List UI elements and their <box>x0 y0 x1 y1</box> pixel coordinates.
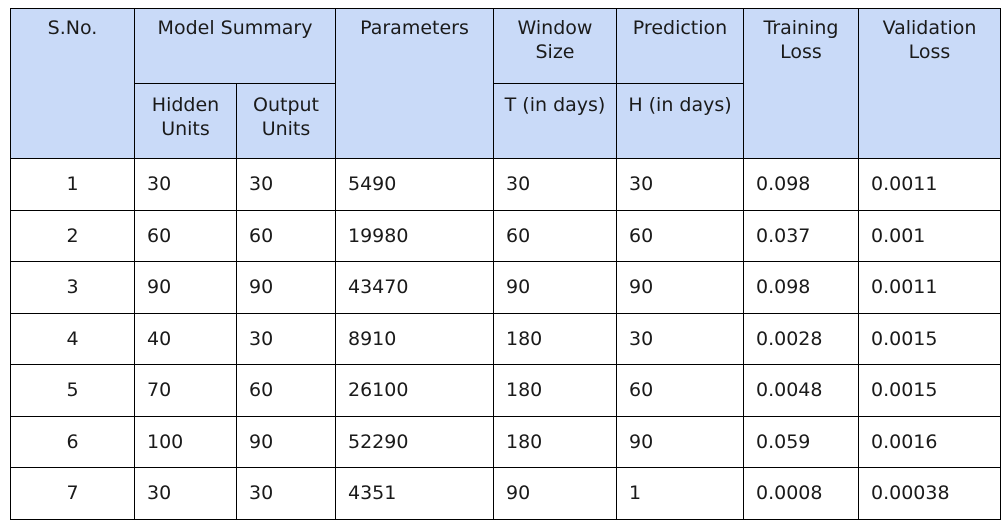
cell-t-days: 90 <box>493 261 617 314</box>
cell-hidden-units: 70 <box>134 364 237 417</box>
cell-t-days: 60 <box>493 209 617 262</box>
cell-output-units: 90 <box>236 261 336 314</box>
cell-validation-loss: 0.0011 <box>858 158 1001 211</box>
cell-hidden-units: 30 <box>134 158 237 211</box>
cell-sno: 5 <box>10 364 135 417</box>
cell-parameters: 5490 <box>335 158 494 211</box>
cell-sno: 3 <box>10 261 135 314</box>
header-prediction: Prediction <box>616 8 744 84</box>
cell-sno: 6 <box>10 415 135 468</box>
cell-parameters: 26100 <box>335 364 494 417</box>
results-table-container: S.No. Model Summary Parameters Window Si… <box>10 8 1001 520</box>
cell-training-loss: 0.098 <box>743 158 859 211</box>
cell-validation-loss: 0.001 <box>858 209 1001 262</box>
cell-training-loss: 0.0008 <box>743 467 859 520</box>
cell-output-units: 30 <box>236 158 336 211</box>
table-row: 6 100 90 52290 180 90 0.059 0.0016 <box>10 415 1001 468</box>
cell-training-loss: 0.037 <box>743 209 859 262</box>
header-hidden-units: Hidden Units <box>134 83 237 159</box>
table-row: 7 30 30 4351 90 1 0.0008 0.00038 <box>10 467 1001 520</box>
cell-output-units: 30 <box>236 467 336 520</box>
cell-hidden-units: 90 <box>134 261 237 314</box>
header-parameters: Parameters <box>335 8 494 159</box>
cell-hidden-units: 60 <box>134 209 237 262</box>
cell-h-days: 30 <box>616 312 744 365</box>
cell-t-days: 90 <box>493 467 617 520</box>
cell-training-loss: 0.059 <box>743 415 859 468</box>
cell-parameters: 52290 <box>335 415 494 468</box>
header-t-days: T (in days) <box>493 83 617 159</box>
header-training-loss: Training Loss <box>743 8 859 159</box>
header-sno: S.No. <box>10 8 135 159</box>
table-row: 2 60 60 19980 60 60 0.037 0.001 <box>10 209 1001 262</box>
header-model-summary: Model Summary <box>134 8 336 84</box>
cell-t-days: 180 <box>493 415 617 468</box>
cell-training-loss: 0.0048 <box>743 364 859 417</box>
cell-validation-loss: 0.0015 <box>858 312 1001 365</box>
cell-hidden-units: 30 <box>134 467 237 520</box>
cell-sno: 7 <box>10 467 135 520</box>
header-h-days: H (in days) <box>616 83 744 159</box>
table-row: 1 30 30 5490 30 30 0.098 0.0011 <box>10 158 1001 211</box>
cell-h-days: 60 <box>616 364 744 417</box>
cell-hidden-units: 40 <box>134 312 237 365</box>
cell-sno: 4 <box>10 312 135 365</box>
cell-h-days: 30 <box>616 158 744 211</box>
cell-t-days: 180 <box>493 364 617 417</box>
cell-parameters: 19980 <box>335 209 494 262</box>
header-row-primary: S.No. Model Summary Parameters Window Si… <box>10 8 1001 159</box>
cell-validation-loss: 0.0011 <box>858 261 1001 314</box>
table-row: 4 40 30 8910 180 30 0.0028 0.0015 <box>10 312 1001 365</box>
cell-h-days: 1 <box>616 467 744 520</box>
cell-t-days: 30 <box>493 158 617 211</box>
header-window-size: Window Size <box>493 8 617 84</box>
cell-parameters: 43470 <box>335 261 494 314</box>
model-results-table: S.No. Model Summary Parameters Window Si… <box>10 8 1001 520</box>
cell-t-days: 180 <box>493 312 617 365</box>
cell-sno: 1 <box>10 158 135 211</box>
cell-output-units: 30 <box>236 312 336 365</box>
cell-h-days: 90 <box>616 261 744 314</box>
cell-output-units: 60 <box>236 209 336 262</box>
cell-training-loss: 0.0028 <box>743 312 859 365</box>
cell-training-loss: 0.098 <box>743 261 859 314</box>
header-row-secondary: Hidden Units Output Units T (in days) H … <box>11 83 1001 159</box>
cell-output-units: 60 <box>236 364 336 417</box>
cell-sno: 2 <box>10 209 135 262</box>
cell-validation-loss: 0.0015 <box>858 364 1001 417</box>
cell-parameters: 4351 <box>335 467 494 520</box>
table-row: 5 70 60 26100 180 60 0.0048 0.0015 <box>10 364 1001 417</box>
cell-validation-loss: 0.0016 <box>858 415 1001 468</box>
cell-hidden-units: 100 <box>134 415 237 468</box>
cell-h-days: 60 <box>616 209 744 262</box>
header-output-units: Output Units <box>236 83 336 159</box>
table-row: 3 90 90 43470 90 90 0.098 0.0011 <box>10 261 1001 314</box>
cell-validation-loss: 0.00038 <box>858 467 1001 520</box>
cell-output-units: 90 <box>236 415 336 468</box>
cell-parameters: 8910 <box>335 312 494 365</box>
header-validation-loss: Validation Loss <box>858 8 1001 159</box>
cell-h-days: 90 <box>616 415 744 468</box>
